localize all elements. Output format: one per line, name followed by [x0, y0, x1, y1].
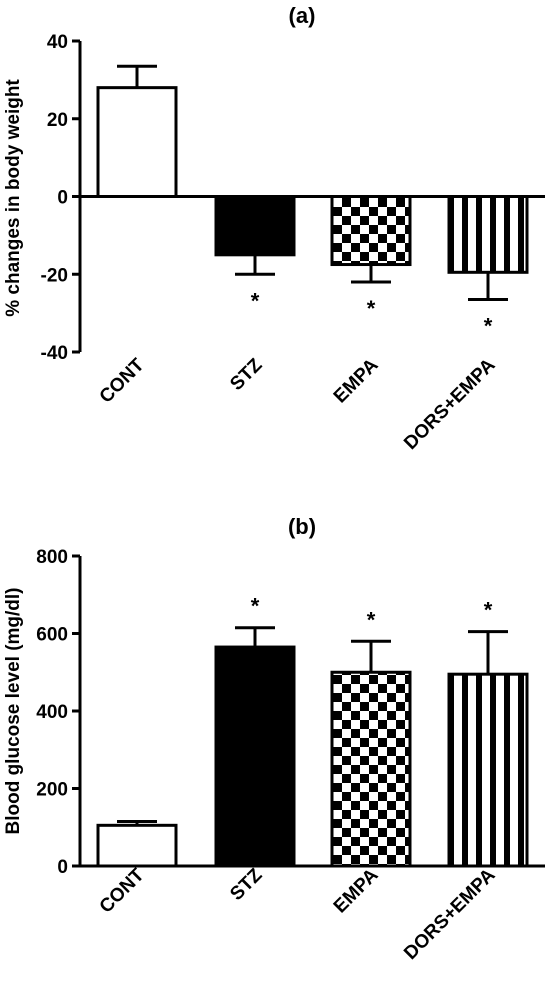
bar	[214, 195, 296, 257]
y-tick-label: -40	[41, 343, 68, 364]
y-tick-label: 200	[36, 780, 68, 801]
y-tick-label: -20	[41, 265, 68, 286]
y-axis-title: Blood glucose level (mg/dl)	[3, 587, 24, 834]
x-tick-label: EMPA	[330, 354, 383, 407]
significance-marker: *	[484, 314, 493, 339]
significance-marker: *	[251, 594, 260, 619]
y-tick-label: 40	[47, 32, 68, 53]
y-tick-label: 0	[57, 857, 68, 878]
chart-title: (a)	[289, 3, 316, 28]
significance-marker: *	[367, 607, 376, 632]
significance-marker: *	[484, 598, 493, 623]
bar	[96, 823, 178, 868]
bar	[330, 195, 412, 267]
bar	[447, 195, 529, 274]
plot-area: 0 200 400 600 800 CONT * STZ * EMPA * DORS+EMPA	[36, 547, 545, 964]
bar	[447, 672, 529, 868]
x-tick-label: CONT	[96, 354, 149, 407]
bar	[330, 670, 412, 868]
chart-panel-a: (a) % changes in body weight -40 -20 0 20 40…	[3, 3, 545, 454]
bar	[96, 86, 178, 198]
y-axis-title: % changes in body weight	[3, 79, 24, 317]
significance-marker: *	[367, 296, 376, 321]
x-tick-label: STZ	[226, 354, 267, 395]
y-tick-label: 20	[47, 110, 68, 131]
chart-panel-b: (b) Blood glucose level (mg/dl) 0 200 400 6…	[3, 514, 545, 964]
y-tick-label: 0	[57, 188, 68, 209]
x-tick-label: DORS+EMPA	[400, 354, 500, 454]
plot-area: -40 -20 0 20 40 CONT * STZ * EMPA * DORS+EMPA	[41, 32, 545, 454]
y-tick-label: 600	[36, 625, 68, 646]
x-tick-label: CONT	[96, 864, 149, 917]
significance-marker: *	[251, 288, 260, 313]
x-tick-label: DORS+EMPA	[400, 864, 500, 964]
bar	[214, 645, 296, 868]
y-tick-label: 400	[36, 702, 68, 723]
x-tick-label: STZ	[226, 864, 267, 905]
y-tick-label: 800	[36, 547, 68, 568]
x-tick-label: EMPA	[330, 864, 383, 917]
chart-title: (b)	[288, 514, 316, 539]
